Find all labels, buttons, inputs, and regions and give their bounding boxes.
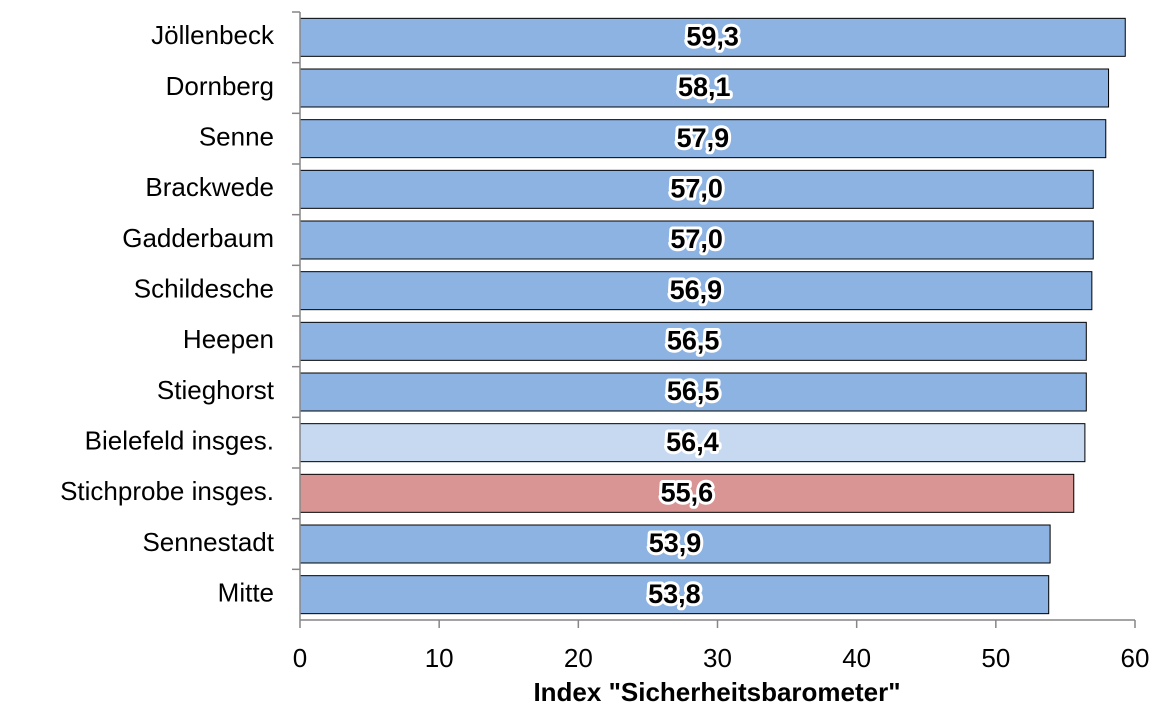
x-tick-label: 20	[564, 643, 593, 673]
x-tick-label: 50	[981, 643, 1010, 673]
x-tick-label: 10	[425, 643, 454, 673]
x-tick-label: 60	[1121, 643, 1150, 673]
value-label: 57,0	[670, 224, 723, 254]
value-label: 57,0	[670, 173, 723, 203]
x-tick-label: 30	[703, 643, 732, 673]
value-label: 56,5	[667, 325, 720, 355]
bar	[299, 575, 1050, 615]
y-tick-label: Stieghorst	[157, 375, 275, 405]
bar	[299, 68, 1110, 108]
y-tick-label: Senne	[199, 122, 274, 152]
x-axis-title: Index "Sicherheitsbarometer"	[533, 677, 900, 707]
bar	[299, 524, 1051, 564]
value-label: 53,9	[649, 528, 702, 558]
x-tick-label: 40	[842, 643, 871, 673]
bar	[299, 220, 1094, 260]
bar	[299, 473, 1075, 513]
y-tick-label: Stichprobe insges.	[60, 476, 274, 506]
value-label: 59,3	[686, 21, 739, 51]
value-label: 56,5	[667, 376, 720, 406]
bar	[299, 423, 1086, 463]
y-tick-label: Heepen	[183, 324, 274, 354]
y-tick-label: Schildesche	[134, 274, 274, 304]
value-label: 56,9	[670, 275, 723, 305]
value-label: 53,8	[648, 579, 701, 609]
value-label: 58,1	[678, 72, 731, 102]
y-tick-label: Mitte	[218, 578, 274, 608]
value-label: 57,9	[677, 123, 730, 153]
bar	[299, 169, 1094, 209]
bar	[299, 321, 1087, 361]
y-tick-label: Sennestadt	[142, 527, 274, 557]
value-label: 55,6	[661, 477, 714, 507]
y-tick-label: Brackwede	[145, 172, 274, 202]
y-tick-label: Jöllenbeck	[151, 20, 275, 50]
y-tick-label: Bielefeld insges.	[85, 426, 274, 456]
bar	[299, 372, 1087, 412]
y-tick-label: Gadderbaum	[122, 223, 274, 253]
value-label: 56,4	[666, 427, 719, 457]
x-tick-label: 0	[293, 643, 307, 673]
y-tick-label: Dornberg	[166, 71, 274, 101]
